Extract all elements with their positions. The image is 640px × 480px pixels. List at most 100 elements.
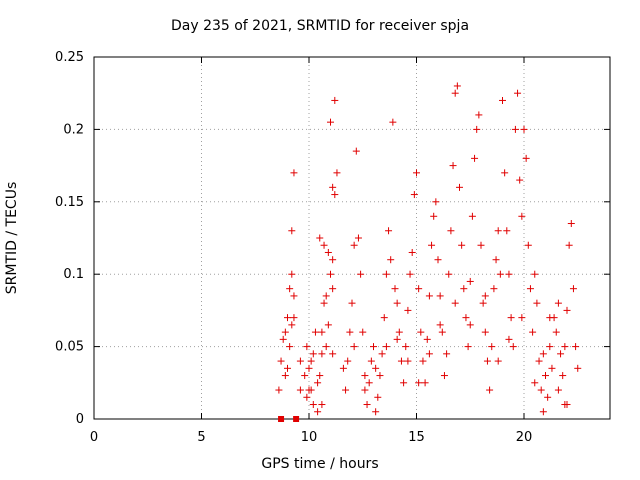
- data-point: [436, 292, 444, 300]
- y-tick-label: 0.2: [63, 122, 84, 137]
- data-point: [296, 386, 304, 394]
- data-point: [363, 401, 371, 409]
- data-point: [331, 191, 339, 199]
- data-point: [574, 364, 582, 372]
- data-point: [537, 386, 545, 394]
- data-point: [316, 234, 324, 242]
- data-point: [458, 241, 466, 249]
- grid-lines: [94, 57, 610, 419]
- x-axis-label: GPS time / hours: [261, 456, 379, 472]
- data-point: [400, 379, 408, 387]
- data-point: [526, 285, 534, 293]
- data-point: [387, 256, 395, 264]
- data-point: [466, 277, 474, 285]
- data-point: [344, 357, 352, 365]
- data-point: [393, 299, 401, 307]
- data-point: [501, 169, 509, 177]
- data-point: [456, 183, 463, 191]
- data-point: [473, 125, 481, 133]
- data-point: [309, 350, 317, 358]
- data-point: [301, 372, 309, 380]
- data-point: [494, 227, 502, 235]
- data-point: [288, 227, 296, 235]
- data-point: [320, 299, 328, 307]
- data-point: [303, 343, 311, 351]
- data-point: [464, 343, 472, 351]
- data-point: [329, 256, 337, 264]
- data-point: [284, 314, 291, 322]
- square-marker: [293, 416, 300, 422]
- data-point: [329, 350, 337, 358]
- data-point: [436, 321, 444, 329]
- data-point: [483, 357, 491, 365]
- data-point: [277, 357, 285, 365]
- data-point: [428, 241, 436, 249]
- data-point: [490, 285, 498, 293]
- data-point: [385, 227, 393, 235]
- data-point: [505, 335, 513, 343]
- data-point: [307, 386, 315, 394]
- data-point: [290, 169, 298, 177]
- data-point: [518, 314, 526, 322]
- data-point: [367, 357, 375, 365]
- data-point: [410, 191, 418, 199]
- data-point: [322, 343, 330, 351]
- data-point: [359, 328, 367, 336]
- data-point: [492, 256, 500, 264]
- data-point: [567, 220, 575, 228]
- data-point: [520, 125, 528, 133]
- data-point: [447, 227, 455, 235]
- data-point: [531, 270, 539, 278]
- data-point: [546, 343, 554, 351]
- data-point: [404, 306, 412, 314]
- data-point: [413, 169, 420, 177]
- x-tick-label: 15: [408, 430, 425, 445]
- data-point: [445, 270, 453, 278]
- data-point: [318, 350, 326, 358]
- data-point: [327, 118, 334, 126]
- data-point: [288, 321, 296, 329]
- data-point: [316, 372, 324, 380]
- x-tick-label: 20: [516, 430, 533, 445]
- data-point: [486, 386, 494, 394]
- data-point: [477, 241, 485, 249]
- data-point: [374, 393, 382, 401]
- data-point: [430, 212, 438, 220]
- data-point: [391, 285, 399, 293]
- data-point: [542, 372, 549, 380]
- data-point: [393, 335, 401, 343]
- data-points: [275, 82, 582, 422]
- data-point: [557, 350, 565, 358]
- data-point: [488, 343, 496, 351]
- data-point: [425, 350, 433, 358]
- data-point: [333, 169, 341, 177]
- data-point: [322, 292, 330, 300]
- data-point: [462, 314, 470, 322]
- data-point: [281, 328, 289, 336]
- data-point: [290, 314, 298, 322]
- data-point: [438, 328, 446, 336]
- data-point: [404, 357, 412, 365]
- data-point: [451, 299, 459, 307]
- data-point: [544, 393, 552, 401]
- chart-title: Day 235 of 2021, SRMTID for receiver spj…: [170, 18, 470, 34]
- data-point: [415, 379, 423, 387]
- plot-frame: [93, 56, 611, 420]
- data-point: [314, 408, 322, 416]
- data-point: [395, 328, 403, 336]
- data-point: [466, 321, 474, 329]
- x-tick-label: 10: [301, 430, 318, 445]
- data-point: [509, 343, 517, 351]
- data-point: [496, 270, 504, 278]
- data-point: [563, 401, 571, 409]
- data-point: [451, 89, 459, 97]
- data-point: [329, 285, 337, 293]
- data-point: [309, 401, 317, 409]
- data-point: [318, 328, 326, 336]
- data-point: [531, 379, 539, 387]
- data-point: [406, 270, 414, 278]
- data-point: [425, 292, 433, 300]
- data-point: [380, 314, 388, 322]
- data-point: [318, 401, 326, 409]
- data-point: [389, 118, 397, 126]
